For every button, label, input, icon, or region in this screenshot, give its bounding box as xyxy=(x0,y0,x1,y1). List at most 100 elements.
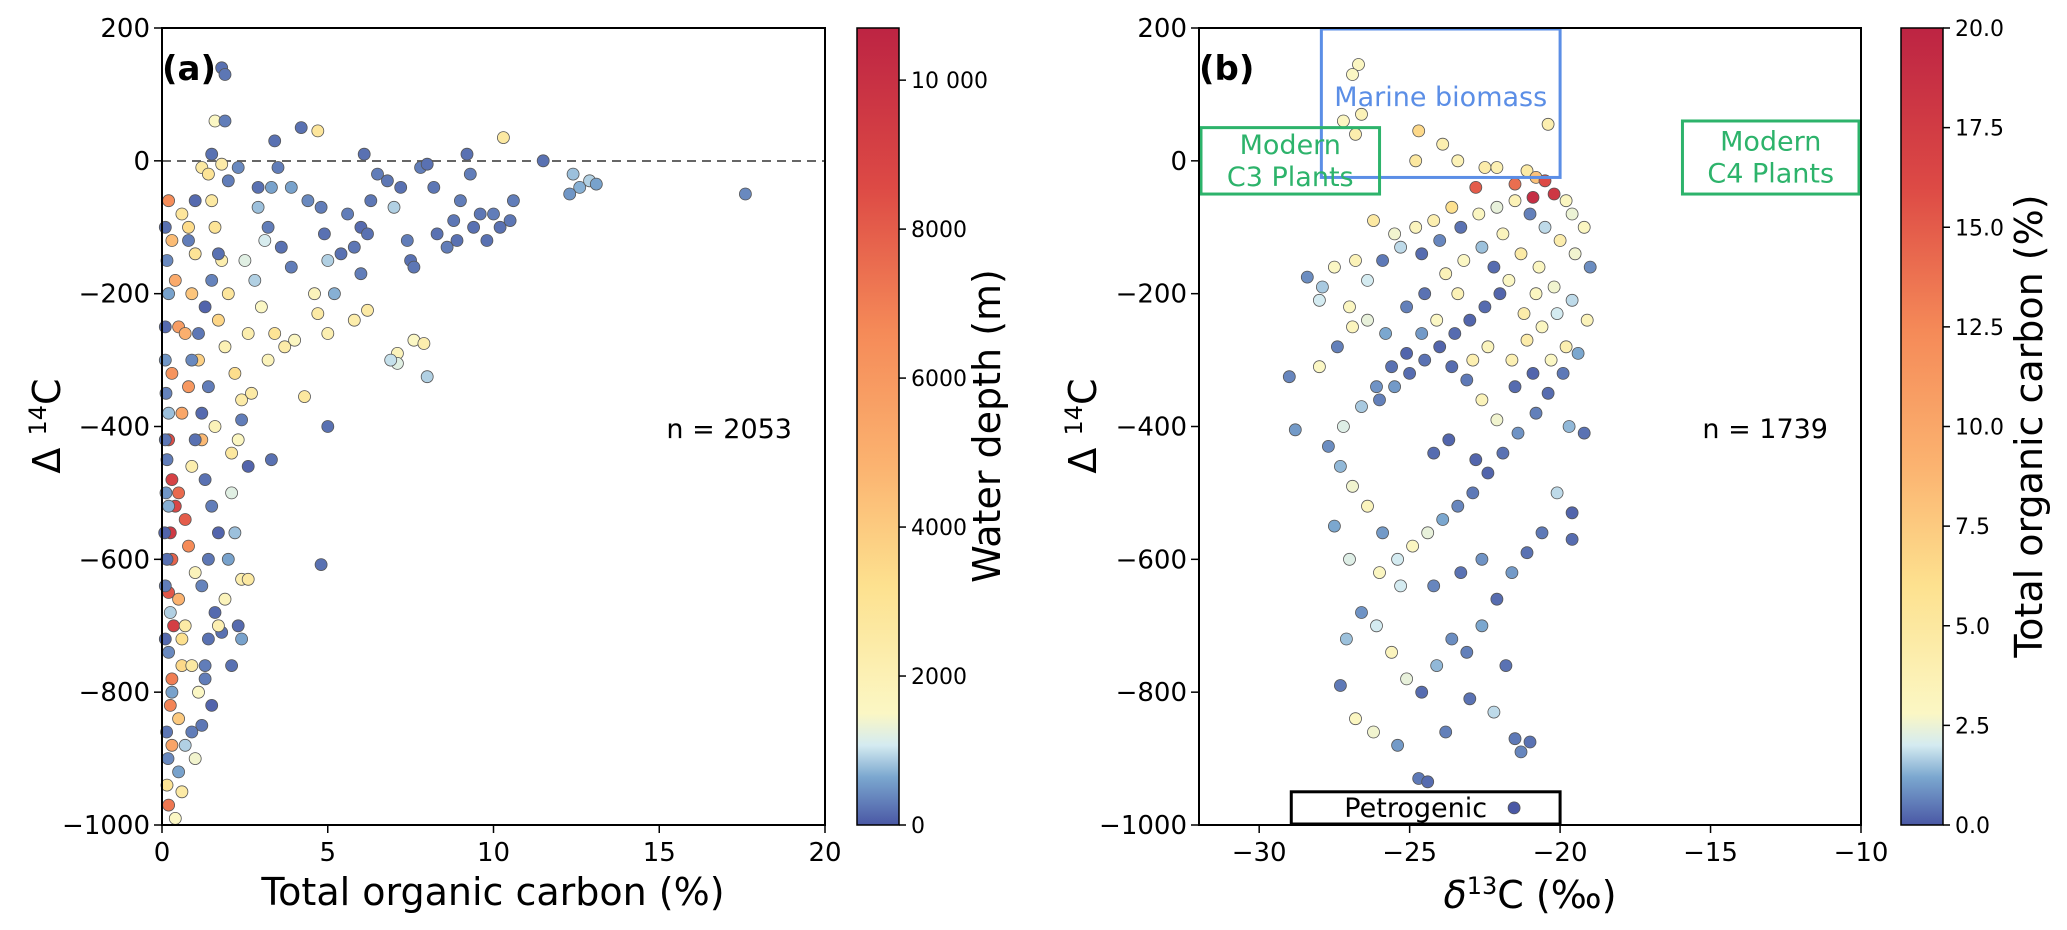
panel-b-colorbar-tick-label: 5.0 xyxy=(1955,615,1990,640)
panel-b-data-point xyxy=(1487,705,1501,719)
panel-a-data-point xyxy=(162,287,176,301)
panel-b-data-point xyxy=(1475,619,1489,633)
panel-a-data-point xyxy=(463,167,477,181)
panel-b-data-point xyxy=(1439,725,1453,739)
panel-a-data-point xyxy=(384,353,398,367)
panel-b-data-point xyxy=(1565,207,1579,221)
panel-b-data-point xyxy=(1490,413,1504,427)
panel-a-data-point xyxy=(278,340,292,354)
panel-a-data-point xyxy=(264,453,278,467)
panel-a-data-point xyxy=(178,327,192,340)
panel-b-colorbar-tick-label: 10.0 xyxy=(1955,416,2004,441)
panel-a-data-point xyxy=(450,234,464,247)
panel-b-ytick-label: −600 xyxy=(1116,545,1187,575)
panel-a-data-point xyxy=(162,406,176,420)
panel-a-data-point xyxy=(178,619,192,633)
panel-a-xlabel: Total organic carbon (%) xyxy=(260,870,724,914)
panel-b-data-point xyxy=(1535,320,1549,334)
panel-b-data-point xyxy=(1487,260,1501,274)
panel-b-data-point xyxy=(1346,68,1359,81)
panel-a-colorbar-gradient xyxy=(857,28,899,825)
panel-a-data-point xyxy=(211,247,225,261)
panel-b-data-point xyxy=(1337,420,1350,433)
panel-b-data-point xyxy=(1577,220,1591,234)
panel-b-data-point xyxy=(1328,260,1341,274)
panel-b-data-point xyxy=(1451,499,1465,513)
panel-a-data-point xyxy=(447,214,461,228)
panel-b-data-point xyxy=(1337,114,1350,128)
box-marine-biomass-label: Marine biomass xyxy=(1334,82,1547,113)
box-modern-c4-plants xyxy=(1680,119,1861,196)
panel-a-data-point xyxy=(357,147,371,161)
panel-b-data-point xyxy=(1370,619,1383,633)
panel-b-data-point xyxy=(1415,327,1429,340)
panel-a-data-point xyxy=(573,180,587,194)
panel-b-data-point xyxy=(1511,426,1525,440)
panel-a-data-point xyxy=(231,619,245,633)
panel-b-data-point xyxy=(1334,459,1347,473)
panel-b-data-point xyxy=(1529,287,1543,301)
panel-a-data-point xyxy=(158,526,172,540)
panel-b-data-point xyxy=(1343,552,1356,566)
box-modern-c4-plants-label: C4 Plants xyxy=(1707,159,1834,190)
panel-a-data-point xyxy=(417,337,431,350)
panel-a-data-point xyxy=(268,134,282,148)
panel-a-colorbar-tick-label: 10 000 xyxy=(911,69,988,94)
panel-b-data-point xyxy=(1316,280,1329,294)
panel-a-data-point xyxy=(195,406,209,420)
panel-b-data-point xyxy=(1466,486,1480,500)
panel-b-data-point xyxy=(1559,194,1573,208)
panel-b-data-point xyxy=(1355,107,1368,121)
panel-a-data-point xyxy=(274,240,288,254)
panel-a-colorbar-tick-label: 0 xyxy=(911,814,925,839)
panel-b-colorbar-tick-label: 15.0 xyxy=(1955,216,2004,241)
panel-b-data-point xyxy=(1421,775,1435,789)
panel-b-data-point xyxy=(1373,393,1386,407)
panel-b-data-point xyxy=(1490,592,1504,606)
panel-a-data-point xyxy=(172,592,186,606)
panel-b-data-point xyxy=(1526,366,1540,380)
panel-a-xtick-label: 15 xyxy=(643,838,676,868)
panel-b-colorbar-tick-label: 2.5 xyxy=(1955,714,1990,739)
panel-a-data-point xyxy=(268,327,282,340)
panel-a-data-point xyxy=(284,260,298,274)
panel-b-data-point xyxy=(1373,566,1386,579)
panel-a-data-point xyxy=(175,406,189,420)
panel-b-plot-area xyxy=(1199,28,1861,825)
panel-b-data-point xyxy=(1282,370,1296,384)
panel-b-data-point xyxy=(1514,247,1528,261)
panel-a-data-point xyxy=(218,340,232,354)
panel-b-data-point xyxy=(1445,200,1459,214)
panel-b-data-point xyxy=(1400,672,1413,686)
panel-a-data-point xyxy=(168,812,182,825)
panel-a-data-point xyxy=(536,154,550,168)
panel-a-data-point xyxy=(178,513,192,526)
panel-a-data-point xyxy=(430,227,444,241)
panel-b-data-point xyxy=(1346,479,1359,493)
panel-b-data-point xyxy=(1385,360,1398,374)
panel-b-data-point xyxy=(1355,400,1368,414)
panel-a-data-point xyxy=(251,180,265,194)
panel-a-data-point xyxy=(238,254,252,267)
panel-b-ytick-label: −800 xyxy=(1116,678,1187,708)
panel-b-data-point xyxy=(1385,645,1398,659)
panel-a-data-point xyxy=(251,200,265,214)
panel-a-data-point xyxy=(205,273,219,287)
panel-b-data-point xyxy=(1520,546,1534,560)
panel-b-data-point xyxy=(1400,300,1413,314)
panel-a-data-point xyxy=(341,207,355,221)
panel-b-ytick-label: −1000 xyxy=(1099,811,1187,841)
panel-b-data-point xyxy=(1340,632,1353,646)
panel-a-data-point xyxy=(493,220,507,234)
panel-b-data-point xyxy=(1523,735,1537,749)
panel-a-ytick-label: −400 xyxy=(79,413,150,443)
panel-a-data-point xyxy=(195,719,209,732)
panel-a-data-point xyxy=(205,147,219,161)
panel-a-data-point xyxy=(182,220,195,234)
panel-b-data-point xyxy=(1430,313,1444,327)
panel-a-data-point xyxy=(566,167,580,181)
panel-b-data-point xyxy=(1436,137,1450,151)
panel-a-data-point xyxy=(188,566,202,579)
panel-a-data-point xyxy=(301,194,315,208)
